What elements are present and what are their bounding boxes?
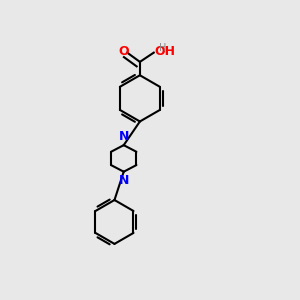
Text: O: O: [118, 45, 129, 58]
Text: N: N: [118, 130, 129, 143]
Text: N: N: [118, 174, 129, 187]
Text: OH: OH: [154, 45, 176, 58]
Text: H: H: [159, 43, 166, 52]
